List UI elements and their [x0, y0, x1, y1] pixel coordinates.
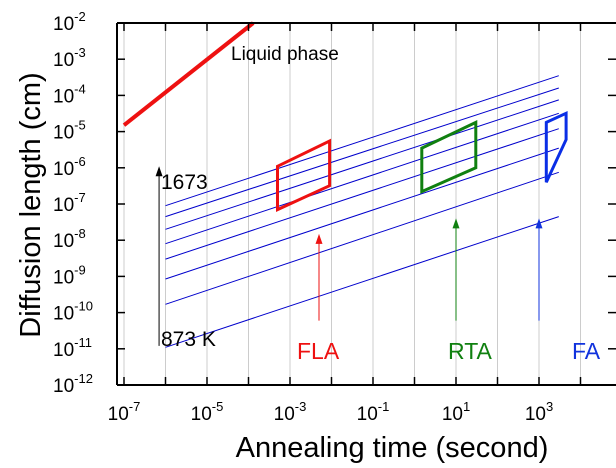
- data-series: [122, 21, 559, 348]
- x-tick-label: 10-5: [191, 399, 224, 425]
- series-line-9: [122, 21, 255, 127]
- series-line-7: [165, 171, 559, 305]
- series-line-3: [165, 99, 559, 230]
- annotation-873k: 873 K: [161, 328, 216, 351]
- y-tick-label: 10-9: [53, 262, 86, 288]
- arrow-head-2: [452, 218, 460, 229]
- arrow-head-3: [535, 218, 543, 229]
- y-tick-label: 10-12: [53, 371, 93, 397]
- series-line-1: [165, 75, 559, 207]
- annotation-arrows: [155, 166, 543, 346]
- region-fa: [544, 110, 568, 183]
- y-tick-label: 10-7: [53, 190, 86, 216]
- arrow-head-1: [315, 233, 323, 244]
- region-rta: [420, 120, 478, 194]
- y-tick-label: 10-10: [53, 299, 93, 325]
- series-line-2: [165, 87, 559, 218]
- y-tick-label: 10-11: [53, 335, 92, 361]
- series-line-5: [165, 128, 559, 260]
- annotation-liquid-phase: Liquid phase: [231, 44, 339, 65]
- label-fla: FLA: [297, 338, 340, 364]
- y-tick-label: 10-4: [53, 81, 86, 107]
- label-rta: RTA: [448, 338, 493, 364]
- series-line-6: [165, 147, 559, 280]
- annotation-1673: 1673: [161, 171, 208, 194]
- y-tick-label: 10-5: [53, 118, 86, 144]
- x-tick-label: 10-3: [274, 399, 307, 425]
- process-regions: [276, 110, 568, 212]
- arrow-head-4: [155, 166, 163, 177]
- y-tick-label: 10-3: [53, 45, 86, 71]
- x-tick-label: 10-7: [108, 399, 141, 425]
- x-tick-label: 101: [442, 399, 470, 425]
- y-tick-label: 10-6: [53, 154, 86, 180]
- region-fla: [276, 138, 332, 212]
- label-fa: FA: [572, 338, 601, 364]
- x-tick-label: 103: [525, 399, 553, 425]
- x-axis-label: Annealing time (second): [236, 432, 549, 464]
- x-tick-label: 10-1: [357, 399, 390, 425]
- y-tick-label: 10-2: [53, 9, 86, 35]
- y-axis-label: Diffusion length (cm): [15, 72, 47, 337]
- series-line-4: [165, 112, 559, 245]
- y-tick-label: 10-8: [53, 226, 86, 252]
- series-line-8: [165, 216, 559, 348]
